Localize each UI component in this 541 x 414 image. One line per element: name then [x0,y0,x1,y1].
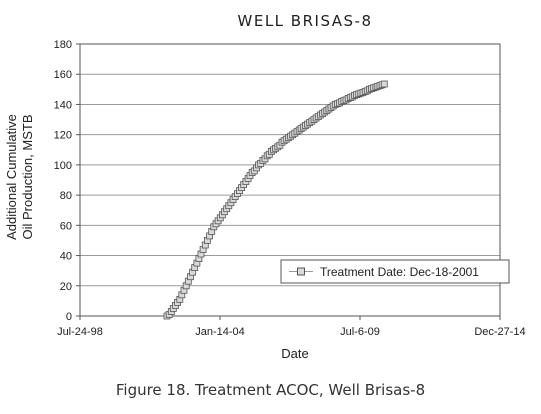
chart-title: WELL BRISAS-8 [238,12,373,30]
plot-area [79,43,501,317]
x-tick-label-3: Dec-27-14 [474,326,525,338]
legend-marker [297,267,305,276]
series-treatment [163,80,388,320]
y-tick-label-100: 100 [54,160,72,172]
figure-caption: Figure 18. Treatment ACOC, Well Brisas-8 [115,381,426,399]
x-axis-label: Date [281,346,308,361]
y-tick-label-140: 140 [54,99,72,111]
y-axis-label-line-2: Oil Production, MSTB [20,115,35,240]
y-tick-label-0: 0 [66,311,72,323]
y-tick-label-80: 80 [60,190,72,202]
grid-lines [80,73,500,287]
x-axis-ticks: Jul-24-98 Jan-14-04 Jul-6-09 Dec-27-14 [57,316,526,338]
legend: Treatment Date: Dec-18-2001 [280,259,510,284]
y-tick-label-120: 120 [54,130,72,142]
data-point-102 [380,80,388,88]
legend-label: Treatment Date: Dec-18-2001 [320,265,479,279]
legend-box [280,259,510,284]
y-tick-label-160: 160 [54,69,72,81]
x-tick-label-1: Jan-14-04 [195,326,245,338]
y-tick-label-40: 40 [60,251,72,263]
x-tick-label-2: Jul-6-09 [340,326,380,338]
x-tick-label-0: Jul-24-98 [57,326,103,338]
y-axis-label-line-1: Additional Cumulative [4,114,19,240]
y-tick-label-60: 60 [60,220,72,232]
chart: WELL BRISAS-8 0 20 40 60 80 100 120 140 160 180 J… [4,12,526,361]
y-tick-label-20: 20 [60,281,72,293]
y-tick-label-180: 180 [54,39,72,51]
y-axis-ticks: 0 20 40 60 80 100 120 140 160 180 [54,39,80,323]
